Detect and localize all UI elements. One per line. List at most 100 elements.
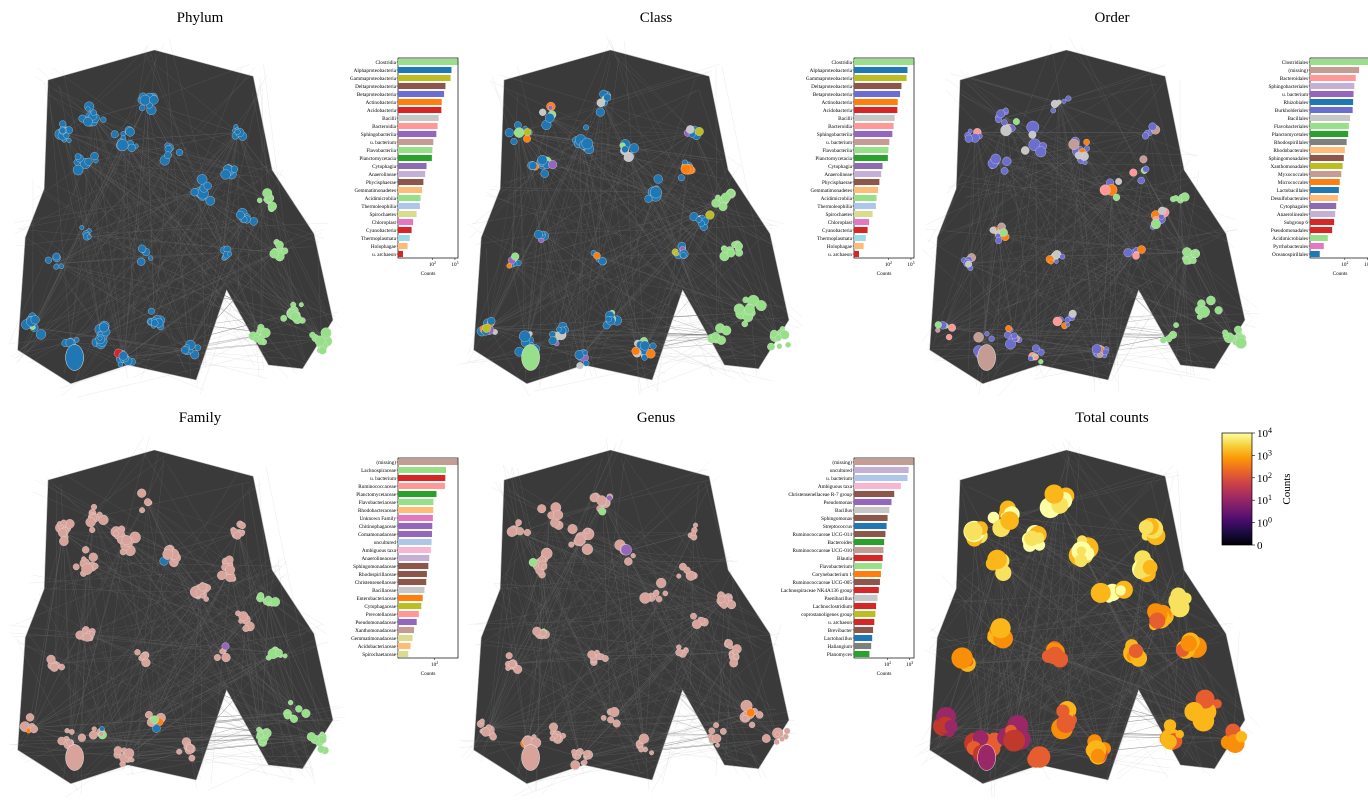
bar [1310, 138, 1347, 146]
network-edge [484, 117, 550, 337]
network-edge [929, 562, 999, 651]
network-node [487, 317, 496, 326]
network-edge [498, 583, 752, 713]
network-edge [1131, 652, 1189, 687]
network-edge [602, 63, 720, 103]
network-node [1139, 155, 1148, 164]
network-node [680, 252, 687, 259]
category-label: Clostridia [376, 60, 397, 66]
network-edge [541, 562, 752, 713]
network-edge [1111, 192, 1189, 253]
network-edge [122, 569, 231, 770]
network-node [600, 715, 607, 721]
network-edge [207, 738, 322, 791]
network-edge [123, 502, 147, 758]
network-node [1024, 530, 1040, 546]
network-edge [519, 532, 543, 563]
network-edge [123, 755, 311, 758]
network-edge [263, 64, 296, 313]
network-edge [967, 263, 1014, 336]
network-edge [1005, 117, 1101, 351]
network-edge [503, 464, 543, 634]
network-node [479, 718, 485, 724]
network-node [505, 665, 511, 671]
network-edge [967, 102, 1059, 264]
network-node [143, 498, 152, 506]
network-edge [644, 618, 702, 751]
network-node [1065, 95, 1072, 102]
network-edge [123, 67, 243, 358]
network-node [1142, 165, 1150, 173]
network-node [583, 750, 591, 758]
network-edge [511, 263, 558, 336]
network-node [951, 647, 973, 669]
network-edge [975, 532, 1113, 593]
network-edge [598, 652, 733, 657]
network-edge [85, 233, 102, 336]
network-edge [639, 338, 778, 391]
network-node [553, 510, 564, 520]
network-edge [541, 517, 550, 634]
network-edge [960, 70, 1006, 118]
network-edge [967, 132, 976, 264]
network-edge [188, 749, 201, 779]
network-edge [268, 599, 277, 653]
network-node [283, 712, 292, 720]
network-edge [55, 592, 201, 664]
network-edge [504, 532, 520, 582]
colorbar-tick-label: 104 [1257, 426, 1272, 441]
network-edge [237, 132, 269, 201]
network-node [281, 247, 289, 255]
network-edge [610, 319, 736, 380]
network-node [86, 234, 92, 240]
network-edge [944, 162, 999, 328]
category-label: Thermoleophilia [361, 204, 396, 210]
network-edge [519, 132, 645, 351]
network-node [1020, 146, 1030, 155]
network-edge [541, 162, 733, 253]
network-edge [70, 539, 125, 743]
category-label: Bacillus [835, 508, 852, 514]
network-edge [944, 652, 1135, 728]
network-edge [25, 151, 170, 356]
network-edge [142, 256, 261, 336]
network-node [690, 530, 697, 537]
network-node [1076, 546, 1086, 556]
network-node [52, 252, 61, 261]
bar [398, 114, 439, 122]
network-edge [146, 502, 231, 571]
network-edge [268, 599, 315, 776]
network-edge [146, 502, 225, 680]
network-node [774, 334, 782, 342]
bar [398, 130, 437, 138]
bar [398, 506, 434, 514]
network-node [225, 555, 234, 564]
network-node [127, 143, 136, 152]
bar [1310, 82, 1355, 90]
network-edge [1180, 199, 1189, 253]
bar [1310, 202, 1337, 210]
category-label: Lachnospiraceae NK4A136 group [781, 588, 853, 594]
network-edge [245, 575, 284, 619]
category-label: Oceanospirillales [1272, 252, 1308, 258]
network-edge [222, 199, 269, 253]
network-edge [55, 43, 165, 264]
network-node-large [65, 744, 84, 771]
network-edge [1045, 734, 1173, 753]
network-node [549, 735, 555, 742]
network-edge [1058, 102, 1101, 351]
network-node [309, 331, 316, 339]
network-edge [549, 117, 695, 133]
network-edge [1134, 569, 1143, 653]
network-node [1002, 156, 1012, 166]
network-edge [944, 618, 1158, 728]
network-edge [146, 502, 261, 736]
network-node [233, 531, 242, 540]
network-edge [944, 151, 1082, 328]
x-tick-label: 103 [1364, 261, 1368, 268]
network-node [649, 750, 655, 756]
network-edge [93, 117, 155, 321]
network-edge [32, 652, 277, 728]
network-edge [259, 77, 269, 201]
